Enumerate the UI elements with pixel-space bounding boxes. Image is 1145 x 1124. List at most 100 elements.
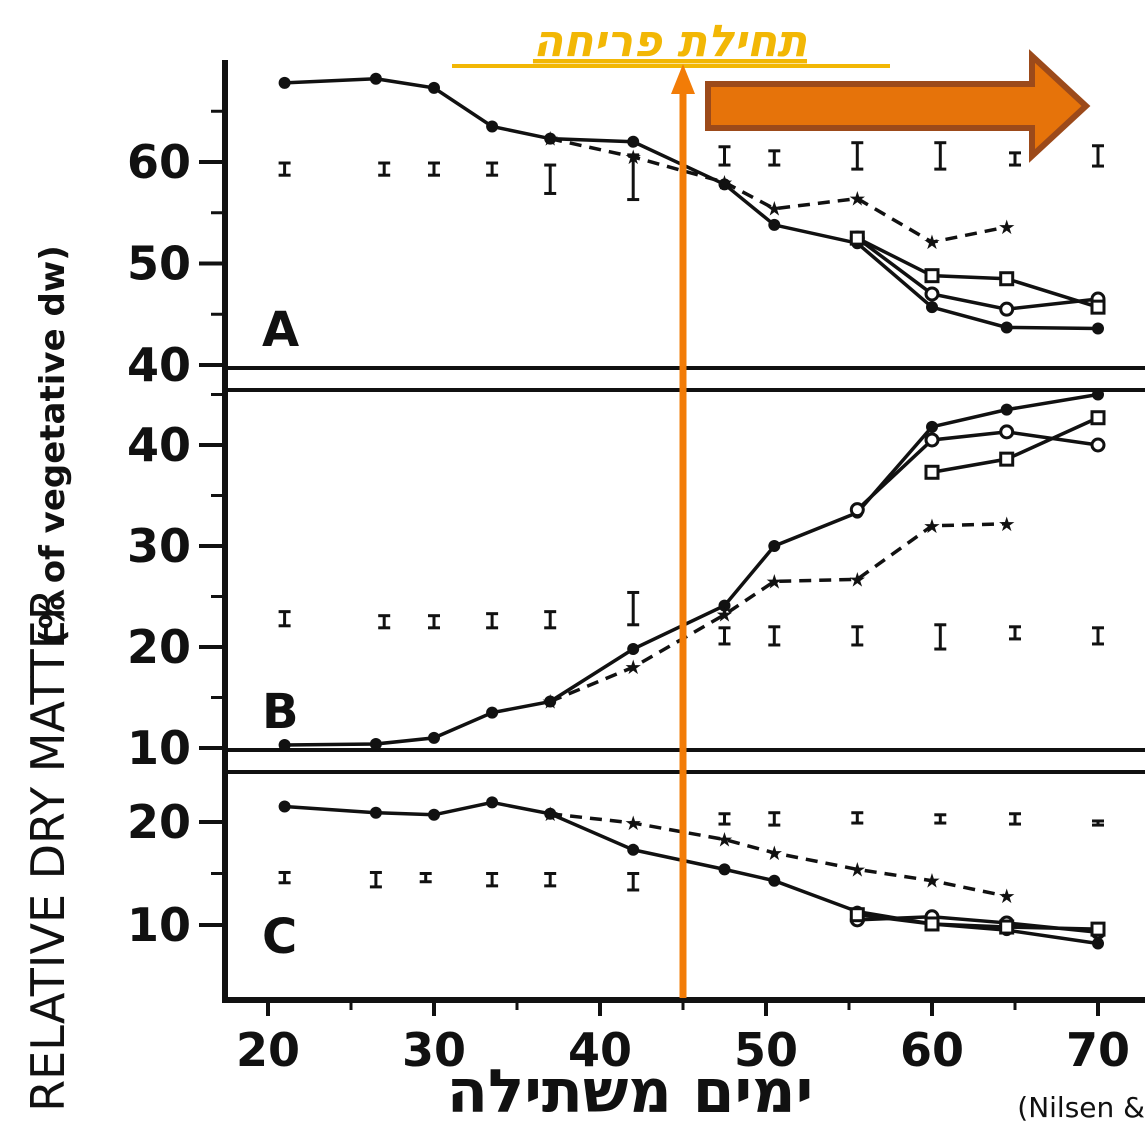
- point-filled-circle: [627, 643, 640, 656]
- point-filled-circle: [278, 738, 291, 751]
- error-bar: [486, 161, 499, 177]
- error-bar: [851, 625, 864, 647]
- point-star: ★: [998, 884, 1016, 908]
- series-line-star: [549, 136, 1008, 245]
- point-star: ★: [716, 603, 734, 627]
- citation: (Nilsen &: [1017, 1091, 1145, 1124]
- point-star: ★: [541, 802, 559, 826]
- point-open-square: [924, 464, 940, 480]
- error-bar: [486, 612, 499, 630]
- point-filled-circle: [428, 731, 440, 744]
- point-filled-circle: [278, 800, 291, 813]
- series-line-filled-circle: [284, 392, 1099, 747]
- point-filled-circle: [718, 178, 731, 191]
- x-tick-label: 40: [568, 1023, 632, 1077]
- flowering-marker-arrowhead: [671, 64, 695, 94]
- y-axis-sublabel: (% of vegetative dw): [33, 245, 73, 645]
- series-line-open-circle: [856, 236, 1099, 311]
- error-bar: [768, 625, 781, 647]
- error-bar: [768, 811, 781, 827]
- error-bar: [1092, 144, 1104, 168]
- point-filled-circle: [486, 796, 499, 809]
- point-filled-circle: [718, 599, 731, 612]
- panel-letter: C: [262, 909, 297, 965]
- point-filled-circle: [486, 706, 499, 719]
- y-tick-label: 20: [127, 795, 191, 849]
- panel-letter: B: [262, 684, 299, 740]
- panel-letter: A: [262, 302, 299, 358]
- error-bar: [627, 872, 640, 892]
- error-bar: [718, 812, 731, 826]
- point-open-circle: [999, 424, 1015, 440]
- error-bar: [428, 614, 440, 630]
- point-open-circle: [999, 301, 1015, 317]
- point-star: ★: [765, 841, 783, 865]
- point-filled-circle: [278, 76, 291, 89]
- point-open-square: [849, 907, 865, 923]
- point-filled-circle: [926, 301, 938, 314]
- point-filled-circle: [369, 737, 382, 750]
- x-tick-label: 20: [236, 1023, 300, 1077]
- point-filled-circle: [627, 135, 640, 148]
- series-line-open-square: [931, 416, 1099, 474]
- point-star: ★: [923, 230, 941, 254]
- point-open-square: [924, 916, 940, 932]
- x-tick-label: 30: [402, 1023, 466, 1077]
- x-tick-label: 50: [734, 1023, 798, 1077]
- y-tick-label: 20: [127, 620, 191, 674]
- point-filled-circle: [1092, 322, 1104, 335]
- error-bar: [851, 141, 864, 171]
- y-tick-label: 60: [127, 135, 191, 189]
- flowering-start-title: תחילת פריחה: [533, 16, 807, 67]
- point-star: ★: [624, 811, 642, 835]
- point-star: ★: [541, 690, 559, 714]
- point-star: ★: [998, 512, 1016, 536]
- x-axis-label: ימים משתילה: [447, 1057, 814, 1124]
- point-open-square: [999, 919, 1015, 935]
- point-star: ★: [848, 567, 866, 591]
- error-bar: [378, 614, 391, 630]
- point-star: ★: [848, 857, 866, 881]
- point-filled-circle: [1000, 403, 1013, 416]
- point-star: ★: [716, 828, 734, 852]
- error-bar: [1092, 626, 1104, 646]
- error-bar: [428, 161, 440, 177]
- error-bar: [544, 872, 557, 888]
- error-bar: [1009, 625, 1021, 641]
- point-open-circle: [924, 286, 940, 302]
- point-star: ★: [923, 869, 941, 893]
- error-bar: [934, 813, 947, 825]
- error-bar: [934, 623, 947, 651]
- panel-content: 40 50 60 A ★ ★ ★ ★ ★ ★ ★ 10 20 30 40 B ★ ★ ★ ★ ★ ★ ★ 10 20 C ★ ★ ★ ★ ★…: [127, 72, 1106, 965]
- point-filled-circle: [428, 81, 440, 94]
- chart-frame: 20 30 40 50 60 70: [222, 60, 1145, 1077]
- point-filled-circle: [718, 863, 731, 876]
- panel-a: 40 50 60 A ★ ★ ★ ★ ★ ★ ★: [127, 72, 1106, 392]
- point-star: ★: [765, 569, 783, 593]
- error-bar: [768, 149, 781, 167]
- error-bar: [544, 610, 557, 630]
- error-bar: [718, 145, 731, 167]
- y-tick-label: 40: [127, 418, 191, 472]
- point-star: ★: [765, 197, 783, 221]
- error-bar: [419, 872, 432, 884]
- y-axis-label: RELATIVE DRY MATTER: [21, 588, 75, 1112]
- point-filled-circle: [768, 218, 781, 231]
- panel-b: 10 20 30 40 B ★ ★ ★ ★ ★ ★ ★: [127, 388, 1106, 775]
- point-star: ★: [624, 655, 642, 679]
- point-filled-circle: [1092, 937, 1104, 950]
- point-filled-circle: [1092, 388, 1104, 401]
- point-star: ★: [716, 170, 734, 194]
- y-tick-label: 40: [127, 338, 191, 392]
- error-bar: [369, 870, 382, 889]
- error-bar: [627, 590, 640, 627]
- error-bar: [1009, 812, 1021, 826]
- point-open-square: [1090, 299, 1106, 315]
- point-filled-circle: [627, 843, 640, 856]
- point-star: ★: [624, 145, 642, 169]
- arrow-right-icon: [705, 49, 1091, 163]
- error-bar: [718, 626, 731, 646]
- series-line-open-square: [856, 236, 1099, 309]
- y-tick-label: 50: [127, 237, 191, 291]
